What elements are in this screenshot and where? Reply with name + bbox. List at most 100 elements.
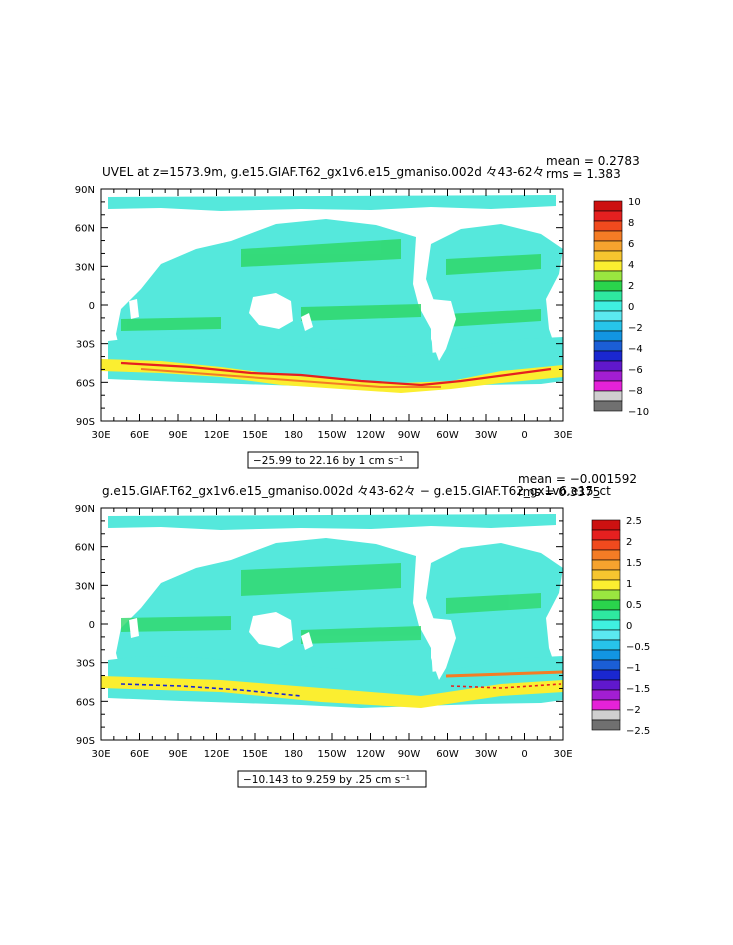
y-tick-label: 90N: [75, 504, 95, 515]
colorbar-swatch: [593, 350, 623, 362]
colorbar-swatch: [591, 599, 621, 611]
y-tick-label: 30S: [76, 659, 95, 670]
x-tick-label: 60E: [130, 749, 149, 760]
x-axis-ticks: 30E 60E 90E 120E 150E 180 150W 120W 90W 60W 30W 0 30…: [91, 189, 573, 441]
colorbar-swatch: [591, 659, 621, 671]
colorbar-label: −10: [628, 407, 649, 418]
colorbar-swatch: [591, 629, 621, 641]
colorbar-label: 2: [626, 537, 632, 548]
x-tick-label: 150W: [318, 430, 347, 441]
x-tick-label: 120E: [204, 430, 229, 441]
colorbar-swatch: [591, 619, 621, 631]
colorbar-label: 2.5: [626, 516, 642, 527]
x-tick-label: 30E: [91, 430, 110, 441]
colorbar-swatch: [593, 270, 623, 282]
x-tick-label: 0: [521, 430, 527, 441]
x-tick-label: 30E: [91, 749, 110, 760]
colorbar-swatch: [591, 719, 621, 731]
colorbar-label: 8: [628, 218, 634, 229]
colorbar-label: −4: [628, 344, 643, 355]
colorbar-label: −0.5: [626, 642, 650, 653]
colorbar-swatch: [591, 569, 621, 581]
x-tick-label: 30E: [553, 749, 572, 760]
colorbar-swatch: [591, 519, 621, 531]
stat-mean: mean = −0.001592: [518, 472, 637, 486]
colorbar-label: −2: [628, 323, 643, 334]
colorbar-swatch: [591, 559, 621, 571]
range-text: −10.143 to 9.259 by .25 cm s⁻¹: [243, 774, 410, 786]
x-tick-label: 180: [284, 749, 303, 760]
stat-rms: rms = 0.3375: [518, 485, 600, 499]
colorbar-label: 4: [628, 260, 634, 271]
colorbar-swatch: [593, 390, 623, 402]
x-tick-label: 30W: [475, 430, 498, 441]
colorbar-swatch: [593, 310, 623, 322]
colorbar-label: 0.5: [626, 600, 642, 611]
x-tick-label: 90E: [168, 430, 187, 441]
colorbar-label: −6: [628, 365, 643, 376]
range-box: −25.99 to 22.16 by 1 cm s⁻¹: [247, 451, 419, 469]
colorbar-swatch: [591, 579, 621, 591]
colorbar-label: 0: [626, 621, 632, 632]
y-tick-label: 90S: [76, 736, 95, 747]
y-tick-label: 90S: [76, 417, 95, 428]
colorbar-swatch: [591, 529, 621, 541]
colorbar-swatch: [593, 330, 623, 342]
y-tick-label: 0: [89, 620, 95, 631]
acc-jet: [101, 359, 563, 393]
y-tick-label: 0: [89, 301, 95, 312]
colorbar-label: −8: [628, 386, 643, 397]
range-box: −10.143 to 9.259 by .25 cm s⁻¹: [237, 770, 427, 788]
y-tick-label: 90N: [75, 185, 95, 196]
y-axis-ticks: 90N 60N 30N 0 30S 60S 90S: [75, 185, 563, 428]
y-tick-label: 60N: [75, 543, 95, 554]
x-axis-ticks: 30E 60E 90E 120E 150E 180 150W 120W 90W 60W 30W 0 30…: [91, 508, 573, 760]
range-text: −25.99 to 22.16 by 1 cm s⁻¹: [253, 455, 403, 467]
colorbar-swatch: [591, 709, 621, 721]
colorbar-swatch: [593, 230, 623, 242]
colorbar-swatch: [593, 200, 623, 212]
y-tick-label: 60N: [75, 224, 95, 235]
ocean-field-green-bands: [121, 239, 541, 331]
chart-panel-2: g.e15.GIAF.T62_gx1v6.e15_gmaniso.002d 々4…: [75, 472, 650, 788]
colorbar-swatch: [591, 549, 621, 561]
colorbar-label: 6: [628, 239, 634, 250]
x-tick-label: 90W: [398, 749, 421, 760]
x-tick-label: 150W: [318, 749, 347, 760]
ocean-field-green-bands: [121, 563, 541, 644]
colorbar-label: −1.5: [626, 684, 650, 695]
colorbar-swatch: [593, 220, 623, 232]
colorbar-swatch: [593, 250, 623, 262]
x-tick-label: 60W: [436, 749, 459, 760]
colorbar-swatch: [591, 589, 621, 601]
x-tick-label: 150E: [242, 749, 267, 760]
colorbar: 2.5 2 1.5 1 0.5 0 −0.5 −1 −1.5 −2 −2.5: [591, 516, 650, 737]
colorbar-label: 1.5: [626, 558, 642, 569]
colorbar-label: −2.5: [626, 726, 650, 737]
colorbar-label: −1: [626, 663, 641, 674]
colorbar-swatch: [591, 539, 621, 551]
x-tick-label: 30E: [553, 430, 572, 441]
x-tick-label: 60W: [436, 430, 459, 441]
colorbar-swatch: [593, 370, 623, 382]
colorbar-swatch: [593, 360, 623, 372]
y-axis-ticks: 90N 60N 30N 0 30S 60S 90S: [75, 504, 563, 747]
colorbar-swatch: [593, 320, 623, 332]
colorbar-swatch: [593, 400, 623, 412]
x-tick-label: 120W: [356, 430, 385, 441]
colorbar-swatch: [593, 340, 623, 352]
colorbar-swatch: [591, 669, 621, 681]
x-tick-label: 0: [521, 749, 527, 760]
map-plot-area: [100, 507, 564, 741]
colorbar-swatch: [591, 609, 621, 621]
stat-rms: rms = 1.383: [546, 167, 621, 181]
diff-bands: [101, 670, 564, 708]
colorbar-label: 0: [628, 302, 634, 313]
colorbar-swatch: [593, 300, 623, 312]
y-tick-label: 60S: [76, 697, 95, 708]
colorbar-swatch: [593, 210, 623, 222]
colorbar-label: 2: [628, 281, 634, 292]
colorbar-label: −2: [626, 705, 641, 716]
colorbar-swatch: [591, 679, 621, 691]
